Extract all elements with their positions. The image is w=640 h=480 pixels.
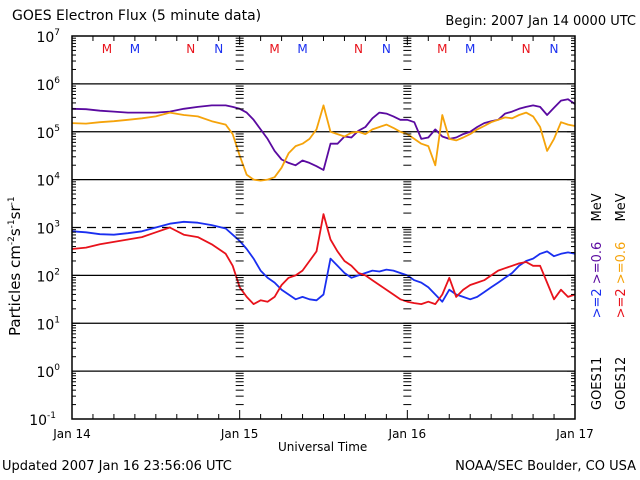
y-tick-labels: 107 106 105 104 103 102 101 100 10-1 [29,28,60,429]
y-tick-label: 107 [36,28,60,46]
grid-lines [72,83,575,372]
series-line-goes11-0-6-mev [71,98,576,171]
legend-goes12: GOES12 >=2 >=0.6 MeV [614,193,629,410]
local-time-marker: M [437,42,447,56]
x-tick-label: Jan 17 [555,427,594,441]
updated-timestamp: Updated 2007 Jan 16 23:56:06 UTC [2,459,232,474]
y-tick-label: 105 [36,124,60,142]
x-tick-label: Jan 15 [220,427,259,441]
begin-date: Begin: 2007 Jan 14 0000 UTC [445,14,636,29]
local-time-marker: N [186,42,195,56]
y-axis-label: Particles cm-2s-1sr-1 [6,196,24,336]
y-tick-label: 101 [36,315,60,333]
local-time-marker: M [297,42,307,56]
y-axis-label-text: Particles cm-2s-1sr-1 [6,196,24,336]
legend-goes11-sat: GOES11 [590,356,605,410]
series-group [71,98,576,305]
axis-ticks [71,36,576,420]
legend-goes11-unit: MeV [590,193,605,222]
legend-goes12-high: >=0.6 [614,241,629,285]
x-tick-label: Jan 14 [52,427,91,441]
legend-goes11: GOES11 >=2 >=0.6 MeV [590,193,605,410]
y-tick-label: 100 [36,363,60,381]
local-time-marker: M [465,42,475,56]
local-time-marker: N [382,42,391,56]
local-time-marker: N [214,42,223,56]
local-time-marker: M [130,42,140,56]
y-tick-label: 106 [36,76,60,94]
local-time-marker: M [269,42,279,56]
chart-title: GOES Electron Flux (5 minute data) [12,8,262,24]
legend-goes11-low: >=2 [590,288,605,319]
series-line-goes12-2-mev [71,213,576,305]
x-tick-label: Jan 16 [388,427,427,441]
credit-text: NOAA/SEC Boulder, CO USA [455,459,636,474]
series-line-goes12-0-6-mev [71,104,576,182]
x-axis-label: Universal Time [278,440,368,454]
y-tick-label: 104 [36,172,60,190]
local-time-marker: N [522,42,531,56]
local-time-marker: N [354,42,363,56]
y-tick-label: 103 [36,220,60,238]
local-time-marker: M [102,42,112,56]
legend-goes12-sat: GOES12 [614,356,629,410]
series-line-goes11-2-mev [71,220,576,303]
local-time-marker: N [550,42,559,56]
y-tick-label: 10-1 [29,411,56,429]
legend-goes12-unit: MeV [614,193,629,222]
legend-goes11-high: >=0.6 [590,241,605,285]
y-tick-label: 102 [36,267,60,285]
x-tick-labels: Jan 14 Jan 15 Jan 16 Jan 17 [52,427,594,441]
legend-goes12-low: >=2 [614,288,629,319]
